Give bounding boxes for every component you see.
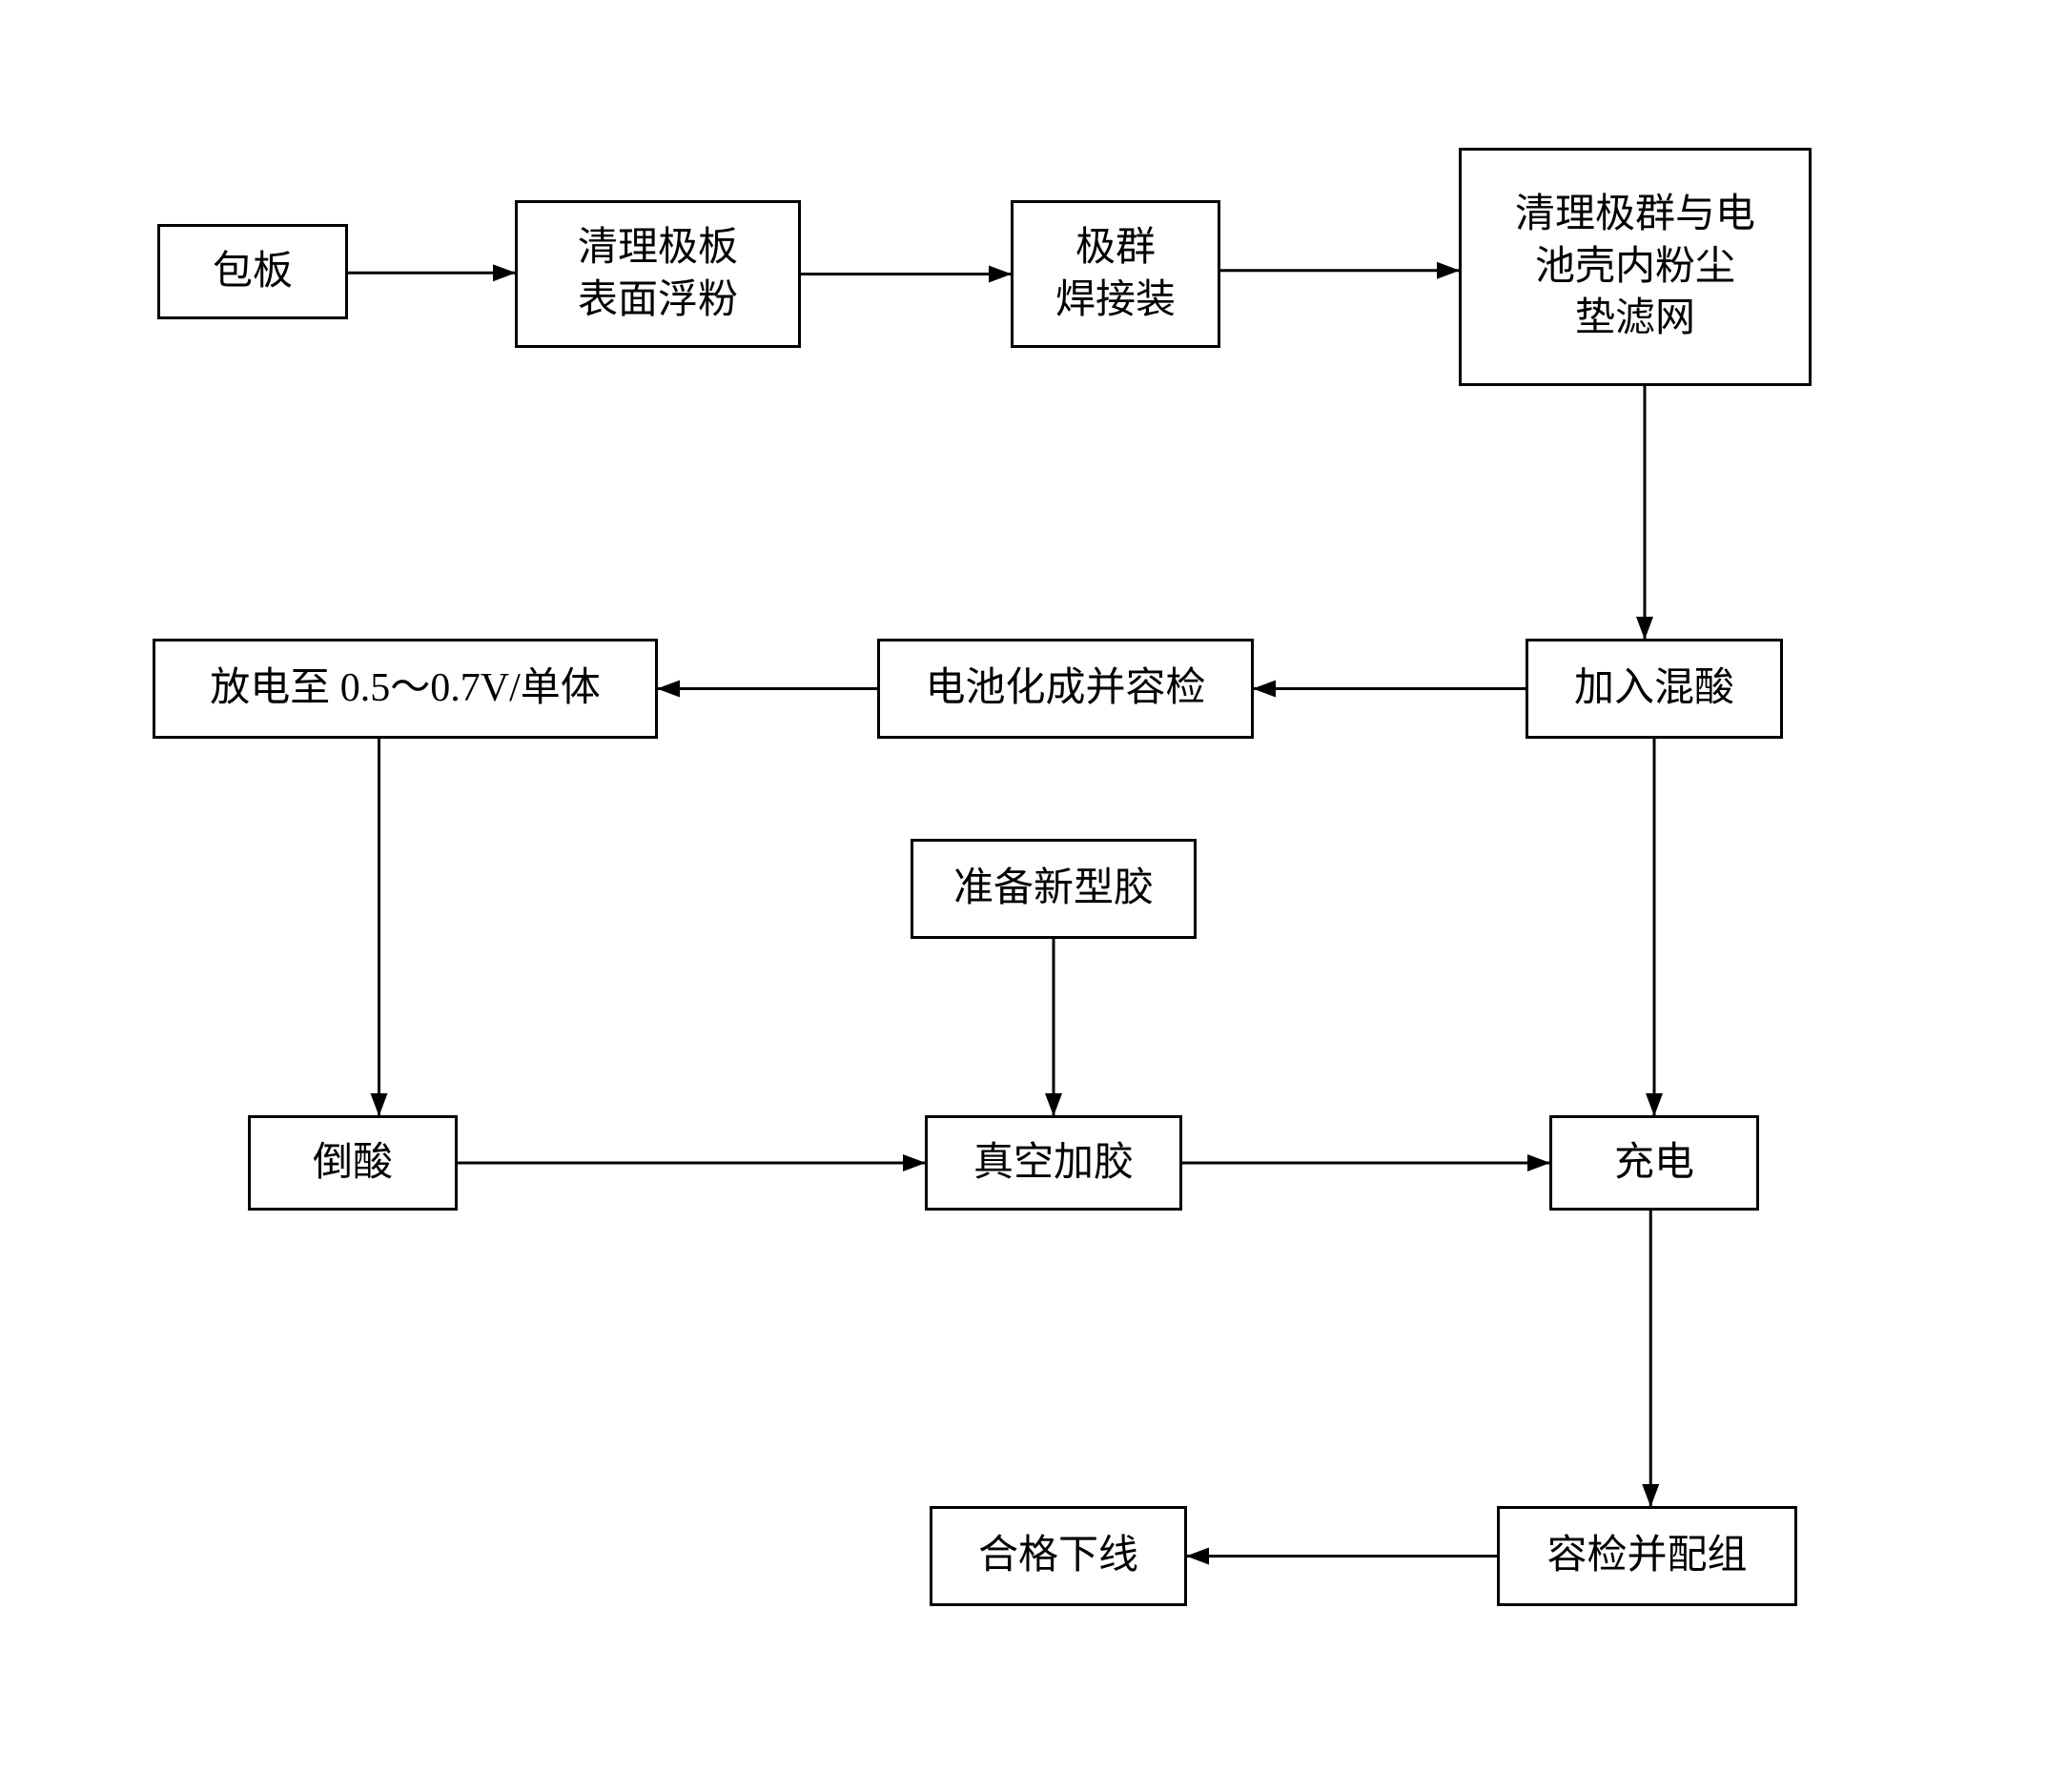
flowchart-node-n2: 清理极板 表面浮粉 — [515, 200, 801, 348]
flowchart-node-label: 容检并配组 — [1546, 1530, 1747, 1582]
flowchart-node-n7: 放电至 0.5～0.7V/单体 — [153, 639, 658, 739]
flowchart-node-n3: 极群 焊接装 — [1011, 200, 1220, 348]
flowchart-node-n12: 容检并配组 — [1497, 1506, 1797, 1606]
flowchart-node-label: 清理极板 表面浮粉 — [578, 222, 738, 326]
flowchart-node-n9: 倒酸 — [248, 1115, 458, 1211]
flowchart-canvas: 包板 清理极板 表面浮粉 极群 焊接装 清理极群与电 池壳内粉尘 垫滤网加入混酸 电池化… — [0, 0, 2048, 1792]
flowchart-node-n11: 充电 — [1549, 1115, 1759, 1211]
flowchart-node-label: 放电至 0.5～0.7V/单体 — [210, 662, 601, 715]
flowchart-node-label: 真空加胶 — [973, 1137, 1134, 1190]
flowchart-node-n8: 准备新型胶 — [911, 839, 1197, 939]
flowchart-node-n5: 加入混酸 — [1526, 639, 1783, 739]
flowchart-node-n6: 电池化成并容检 — [877, 639, 1254, 739]
flowchart-node-n10: 真空加胶 — [925, 1115, 1182, 1211]
flowchart-node-label: 准备新型胶 — [953, 863, 1154, 915]
flowchart-node-n1: 包板 — [157, 224, 348, 319]
flowchart-node-n4: 清理极群与电 池壳内粉尘 垫滤网 — [1459, 148, 1812, 386]
flowchart-node-label: 包板 — [213, 246, 293, 298]
flowchart-node-label: 极群 焊接装 — [1055, 222, 1176, 326]
flowchart-node-n13: 合格下线 — [930, 1506, 1187, 1606]
flowchart-node-label: 充电 — [1614, 1137, 1694, 1190]
flowchart-node-label: 合格下线 — [978, 1530, 1138, 1582]
flowchart-node-label: 电池化成并容检 — [925, 662, 1205, 715]
flowchart-node-label: 加入混酸 — [1574, 662, 1734, 715]
flowchart-node-label: 倒酸 — [313, 1137, 393, 1190]
flowchart-node-label: 清理极群与电 池壳内粉尘 垫滤网 — [1515, 189, 1755, 345]
